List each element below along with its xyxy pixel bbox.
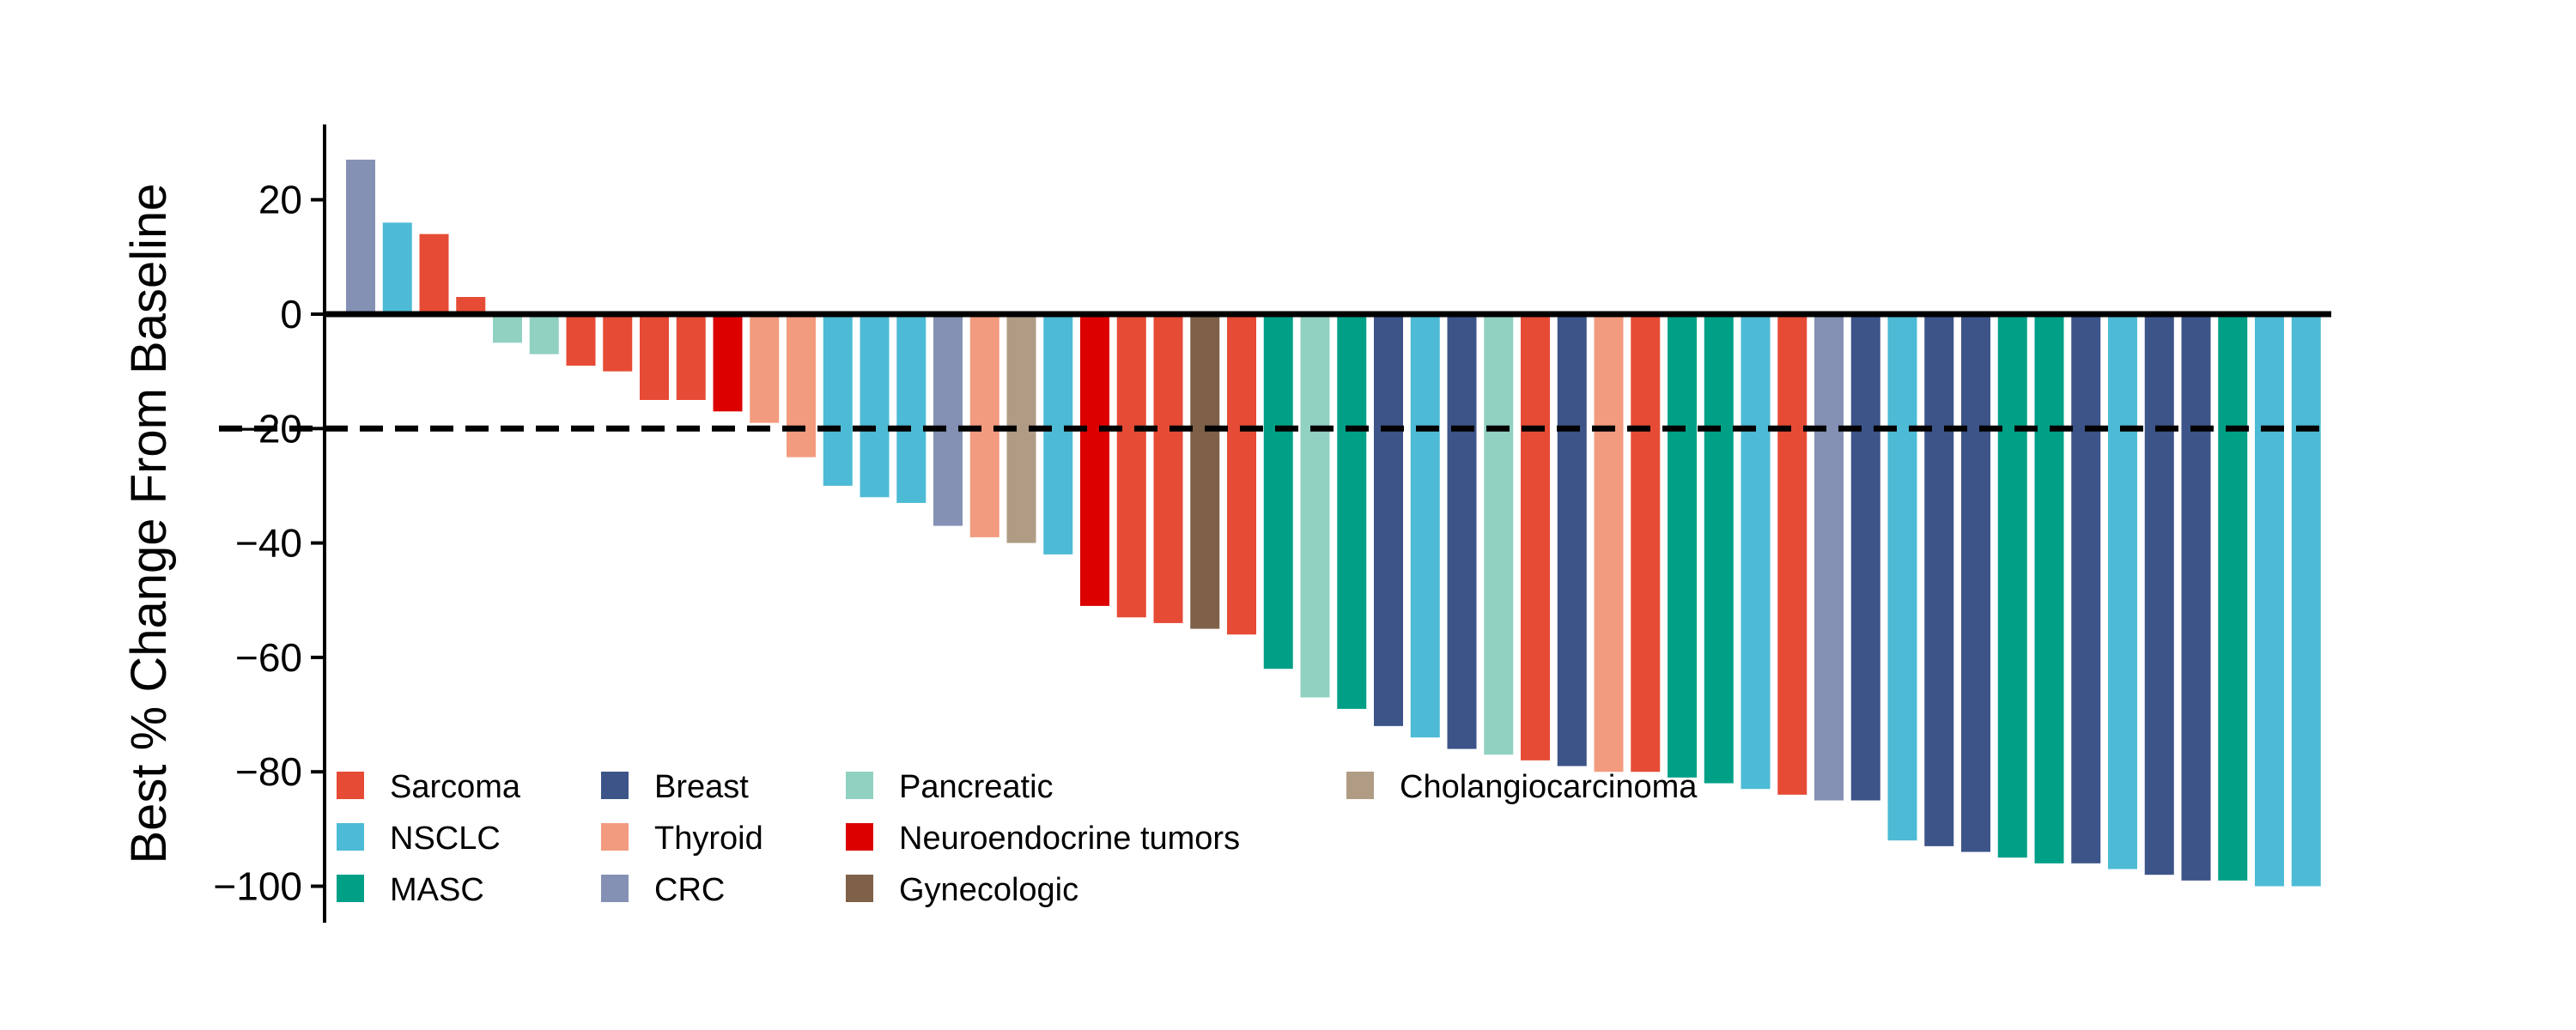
bar-3 bbox=[419, 233, 449, 314]
legend-swatch-breast bbox=[601, 772, 629, 799]
bar-8 bbox=[603, 314, 633, 372]
bar-50 bbox=[2144, 314, 2174, 876]
legend-swatch-masc bbox=[337, 875, 364, 902]
bar-54 bbox=[2291, 314, 2321, 887]
legend-swatch-neuroendocrine-tumors bbox=[846, 823, 873, 851]
legend-swatch-sarcoma bbox=[337, 772, 364, 799]
bar-1 bbox=[346, 160, 375, 314]
bar-17 bbox=[933, 314, 963, 526]
bar-39 bbox=[1741, 314, 1771, 790]
bar-10 bbox=[676, 314, 706, 400]
legend-swatch-cholangiocarcinoma bbox=[1346, 772, 1374, 799]
bar-5 bbox=[493, 314, 522, 343]
bar-40 bbox=[1777, 314, 1807, 795]
bar-35 bbox=[1594, 314, 1624, 772]
bars-layer bbox=[346, 160, 2321, 887]
bar-7 bbox=[566, 314, 596, 366]
bar-43 bbox=[1887, 314, 1917, 841]
bar-20 bbox=[1043, 314, 1073, 554]
bar-13 bbox=[787, 314, 816, 457]
bar-30 bbox=[1410, 314, 1440, 738]
legend: Sarcoma NSCLC MASC Breast Thyroid CRC Pancreat… bbox=[337, 769, 1698, 908]
y-axis-title: Best % Change From Baseline bbox=[121, 183, 177, 863]
y-axis: 20 0 −20 −40 −60 −80 −100 bbox=[213, 124, 2331, 923]
bar-32 bbox=[1484, 314, 1514, 755]
bar-25 bbox=[1227, 314, 1256, 635]
bar-12 bbox=[750, 314, 780, 423]
bar-6 bbox=[529, 314, 559, 354]
bar-15 bbox=[860, 314, 890, 498]
legend-label-breast: Breast bbox=[654, 769, 749, 805]
bar-46 bbox=[1997, 314, 2027, 858]
legend-swatch-gynecologic bbox=[846, 875, 873, 902]
legend-label-gynecologic: Gynecologic bbox=[899, 872, 1078, 908]
legend-label-nsclc: NSCLC bbox=[390, 821, 501, 857]
legend-label-thyroid: Thyroid bbox=[654, 821, 763, 857]
bar-38 bbox=[1704, 314, 1734, 784]
bar-45 bbox=[1961, 314, 1990, 852]
bar-2 bbox=[382, 222, 412, 314]
bar-22 bbox=[1116, 314, 1146, 618]
legend-label-crc: CRC bbox=[654, 872, 725, 908]
bar-16 bbox=[896, 314, 927, 503]
bar-42 bbox=[1850, 314, 1880, 801]
bar-28 bbox=[1337, 314, 1367, 709]
bar-33 bbox=[1521, 314, 1550, 760]
bar-31 bbox=[1447, 314, 1477, 749]
legend-label-masc: MASC bbox=[390, 872, 484, 908]
bar-14 bbox=[823, 314, 853, 486]
bar-36 bbox=[1631, 314, 1661, 772]
legend-label-pancreatic: Pancreatic bbox=[899, 769, 1054, 805]
bar-47 bbox=[2034, 314, 2064, 863]
legend-swatch-crc bbox=[601, 875, 629, 902]
bar-52 bbox=[2218, 314, 2248, 881]
y-tick-label: 0 bbox=[280, 292, 302, 336]
bar-11 bbox=[713, 314, 743, 412]
y-tick-label: −80 bbox=[235, 749, 302, 794]
legend-label-neuroendocrine-tumors: Neuroendocrine tumors bbox=[899, 821, 1240, 857]
legend-swatch-nsclc bbox=[337, 823, 364, 851]
bar-34 bbox=[1557, 314, 1587, 766]
legend-label-cholangiocarcinoma: Cholangiocarcinoma bbox=[1400, 769, 1698, 805]
bar-29 bbox=[1374, 314, 1403, 726]
y-tick-label: −20 bbox=[235, 406, 302, 451]
bar-26 bbox=[1263, 314, 1293, 670]
bar-9 bbox=[640, 314, 669, 400]
bar-53 bbox=[2255, 314, 2284, 887]
bar-4 bbox=[456, 297, 486, 314]
bar-37 bbox=[1668, 314, 1697, 778]
bar-24 bbox=[1190, 314, 1220, 629]
bar-44 bbox=[1924, 314, 1954, 846]
y-tick-label: 20 bbox=[258, 178, 302, 222]
legend-label-sarcoma: Sarcoma bbox=[390, 769, 521, 805]
bar-27 bbox=[1300, 314, 1330, 698]
y-tick-label: −100 bbox=[213, 864, 302, 909]
bar-49 bbox=[2108, 314, 2137, 869]
y-tick-label: −60 bbox=[235, 635, 302, 680]
bar-23 bbox=[1153, 314, 1183, 623]
legend-swatch-pancreatic bbox=[846, 772, 873, 799]
bar-48 bbox=[2071, 314, 2101, 863]
bar-41 bbox=[1814, 314, 1844, 801]
bar-21 bbox=[1080, 314, 1109, 606]
legend-swatch-thyroid bbox=[601, 823, 629, 851]
bar-51 bbox=[2181, 314, 2211, 881]
y-tick-label: −40 bbox=[235, 521, 302, 566]
